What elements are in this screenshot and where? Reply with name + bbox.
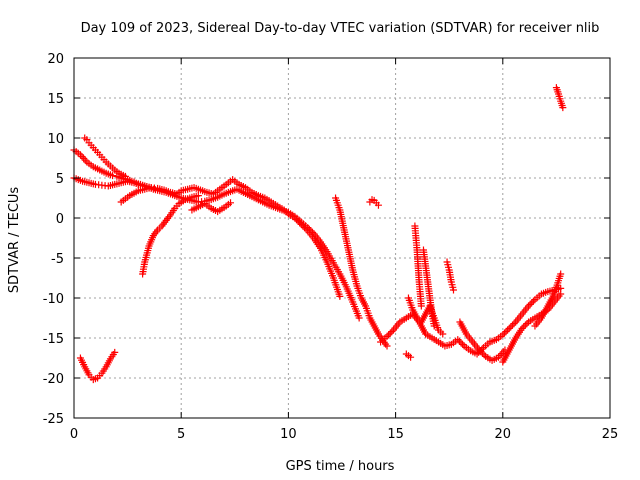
data-point [475,346,483,354]
data-point [417,302,425,310]
data-point [385,331,393,339]
data-point [111,348,119,356]
data-point [407,353,415,361]
data-marks [70,84,567,384]
data-point [121,172,129,180]
data-point [449,286,457,294]
data-point [557,290,565,298]
y-axis-label: SDTVAR / TECUs [7,187,22,294]
y-tick-label: -15 [43,332,64,347]
data-point [383,332,391,340]
data-point [307,227,315,235]
data-point [454,336,462,344]
x-tick-label: 10 [280,427,297,442]
data-point [455,337,463,345]
data-point [388,328,396,336]
data-point [529,297,537,305]
x-tick-label: 20 [495,427,512,442]
data-point [439,330,447,338]
data-point [336,292,344,300]
data-point [430,322,438,330]
data-point [504,326,512,334]
data-point [109,172,117,180]
data-point [520,323,528,331]
data-point [523,320,531,328]
data-point [499,331,507,339]
data-point [457,339,465,347]
data-point [507,323,515,331]
data-point [480,351,488,359]
chart-title: Day 109 of 2023, Sidereal Day-to-day VTE… [81,21,600,36]
data-point [528,299,536,307]
y-tick-label: 0 [56,212,64,227]
data-point [526,300,534,308]
data-point [374,201,382,209]
data-point [477,348,485,356]
axis-ticks: 0 5 10 15 20 25 20 15 10 5 0 -5 -10 -15 -20 -25 [43,52,619,442]
y-tick-label: -25 [43,412,64,427]
data-point [355,314,363,322]
data-point [510,320,518,328]
y-tick-label: 20 [47,52,64,67]
data-point [386,329,394,337]
x-tick-label: 0 [70,427,78,442]
data-point [309,228,317,236]
plot-frame [73,57,611,419]
x-tick-label: 25 [602,427,619,442]
data-point [508,321,516,329]
data-point [505,324,513,332]
y-tick-label: -20 [43,372,64,387]
data-point [194,192,202,200]
data-point [518,324,526,332]
y-tick-label: -10 [43,292,64,307]
x-tick-label: 5 [177,427,185,442]
data-point [559,104,567,112]
x-tick-label: 15 [387,427,404,442]
y-tick-label: 15 [47,92,64,107]
data-point [383,342,391,350]
data-point [473,350,481,358]
data-point [478,349,486,357]
y-tick-label: 10 [47,132,64,147]
grid-lines [74,58,610,418]
data-point [525,302,533,310]
data-point [305,225,313,233]
data-point [521,321,529,329]
data-point [459,340,467,348]
data-point [304,224,312,232]
data-point [500,329,508,337]
x-axis-label: GPS time / hours [286,459,395,474]
data-point [147,184,155,192]
data-point [502,328,510,336]
y-tick-label: -5 [51,252,64,267]
data-point [557,270,565,278]
y-tick-label: 5 [56,172,64,187]
data-point [227,199,235,207]
